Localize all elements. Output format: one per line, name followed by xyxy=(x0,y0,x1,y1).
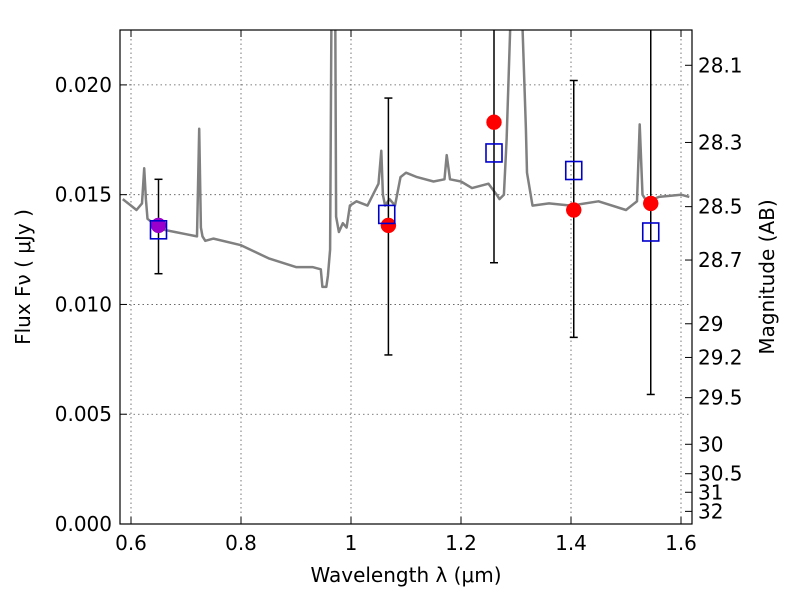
model-point xyxy=(149,219,168,240)
model-point xyxy=(641,222,660,242)
mag-tick-label: 29.5 xyxy=(698,386,743,410)
model-photometry xyxy=(149,143,660,242)
x-tick-label: 0.6 xyxy=(115,531,147,555)
model-point xyxy=(564,160,583,181)
y-tick-label: 0.005 xyxy=(55,402,112,426)
x-tick-label: 1.4 xyxy=(555,531,587,555)
y-tick-label: 0.010 xyxy=(55,292,112,316)
mag-tick-label: 31 xyxy=(698,480,723,504)
observed-point xyxy=(566,202,582,218)
y-axis-ticks: 0.000 0.005 0.010 0.015 0.020 xyxy=(55,73,127,536)
x-tick-label: 1.6 xyxy=(665,531,697,555)
template-spectrum-line xyxy=(122,30,690,289)
grid xyxy=(120,30,692,525)
mag-tick-label: 28.5 xyxy=(698,195,743,219)
x-tick-label: 1 xyxy=(345,531,358,555)
observed-points xyxy=(150,114,659,234)
y-axis-label: Flux Fν ( μJy ) xyxy=(11,209,35,345)
error-bars xyxy=(154,30,655,396)
mag-tick-label: 29.2 xyxy=(698,345,743,369)
mag-tick-label: 30.5 xyxy=(698,462,743,486)
x-tick-label: 1.2 xyxy=(445,531,477,555)
mag-tick-label: 28.3 xyxy=(698,130,743,154)
plot-frame xyxy=(119,29,693,525)
template-spectrum xyxy=(122,30,690,289)
mag-tick-label: 29 xyxy=(698,312,723,336)
mag-tick-label: 28.7 xyxy=(698,248,743,272)
magnitude-axis-label: Magnitude (AB) xyxy=(755,199,779,354)
observed-point xyxy=(486,114,502,130)
x-axis-label: Wavelength λ (μm) xyxy=(310,563,501,587)
model-point xyxy=(485,143,503,163)
y-tick-label: 0.020 xyxy=(55,73,112,97)
mag-tick-label: 32 xyxy=(698,499,723,523)
mag-tick-label: 30 xyxy=(698,432,723,456)
y-tick-label: 0.015 xyxy=(55,183,112,207)
x-tick-label: 0.8 xyxy=(225,531,257,555)
observed-point xyxy=(643,195,659,212)
y-tick-label: 0.000 xyxy=(55,512,112,536)
mag-tick-label: 28.1 xyxy=(698,53,743,77)
x-axis-ticks: 0.6 0.8 1 1.2 1.4 1.6 xyxy=(115,30,697,555)
model-point xyxy=(377,204,396,225)
observed-point xyxy=(380,217,397,234)
